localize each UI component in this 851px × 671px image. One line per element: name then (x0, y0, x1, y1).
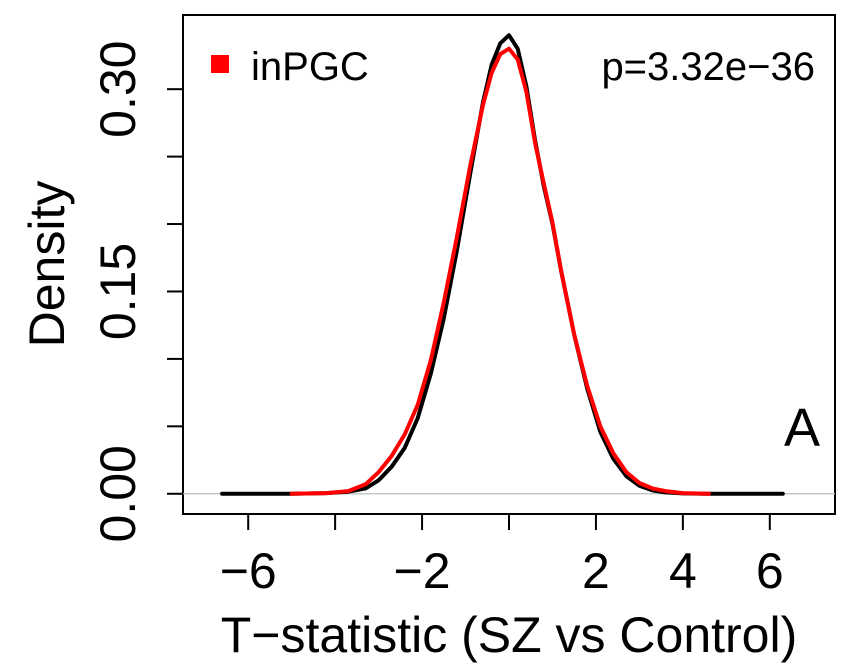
y-tick-label: 0.30 (90, 41, 146, 138)
legend-label: inPGC (251, 45, 369, 89)
x-axis: −6 −2 2 4 6 (220, 514, 784, 599)
density-curves (220, 33, 785, 496)
x-tick-label: −6 (220, 543, 277, 599)
density-curve-2 (289, 46, 711, 496)
x-tick-label: −2 (394, 543, 451, 599)
y-tick-label: 0.00 (90, 445, 146, 542)
y-tick-label: 0.15 (90, 243, 146, 340)
x-tick-label: 6 (756, 543, 784, 599)
x-tick-label: 2 (582, 543, 610, 599)
density-curve-1 (220, 33, 785, 496)
y-axis: 0.00 0.15 0.30 (90, 41, 183, 542)
x-axis-title: T−statistic (SZ vs Control) (221, 607, 798, 663)
panel-label: A (784, 398, 820, 458)
legend-swatch (211, 55, 229, 73)
p-value-annotation: p=3.32e−36 (601, 45, 815, 89)
x-tick-label: 4 (669, 543, 697, 599)
plot-frame (182, 14, 836, 515)
y-axis-title: Density (19, 181, 75, 348)
